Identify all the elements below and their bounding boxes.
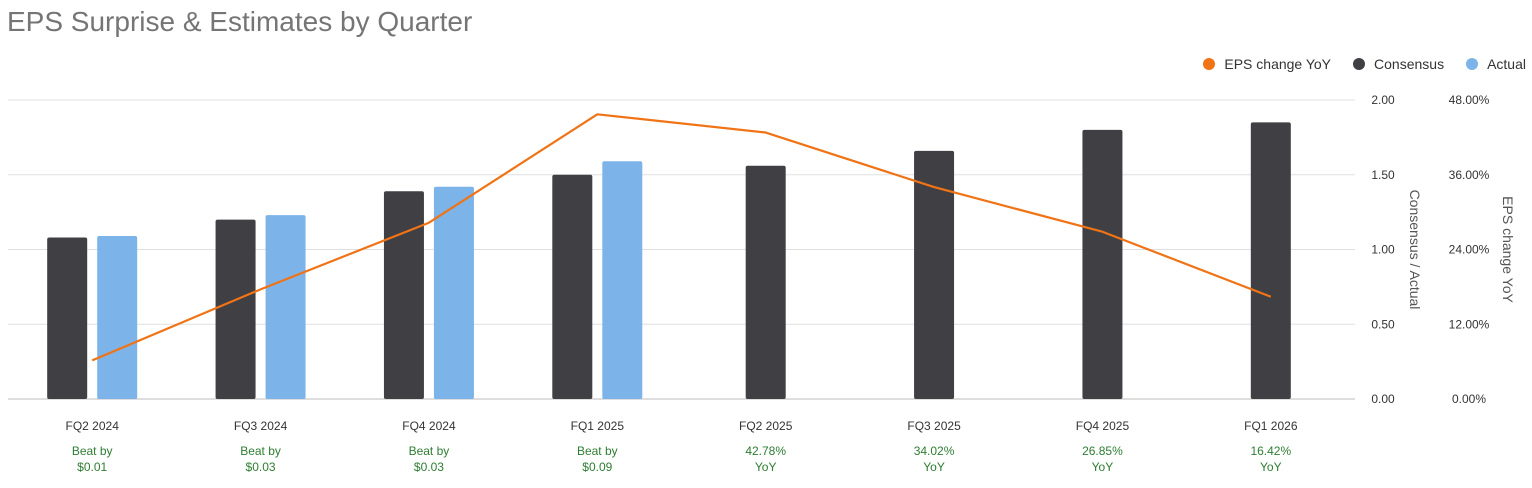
y-left-axis-title: Consensus / Actual xyxy=(1407,190,1423,310)
quarter-annotation-line1: 26.85% xyxy=(1082,444,1123,458)
y-left-tick-label: 1.50 xyxy=(1371,168,1395,182)
quarter-annotation-line2: $0.03 xyxy=(246,460,276,474)
y-left-tick-label: 0.50 xyxy=(1371,317,1395,331)
quarter-annotation-line2: YoY xyxy=(1260,460,1282,474)
actual-bar xyxy=(265,215,306,399)
legend-label-consensus: Consensus xyxy=(1374,56,1445,72)
quarter-annotation-line1: 34.02% xyxy=(914,444,955,458)
y-right-tick-label: 12.00% xyxy=(1449,317,1490,331)
quarter-annotation-line1: Beat by xyxy=(577,444,618,458)
x-tick-label: FQ2 2025 xyxy=(739,419,793,433)
consensus-bar xyxy=(745,165,786,399)
legend-item-eps-change[interactable]: EPS change YoY xyxy=(1203,56,1331,72)
quarter-annotation-line2: $0.01 xyxy=(77,460,107,474)
x-tick-label: FQ3 2025 xyxy=(907,419,961,433)
x-tick-label: FQ1 2025 xyxy=(571,419,625,433)
actual-bar xyxy=(433,186,474,399)
y-left-tick-label: 2.00 xyxy=(1371,93,1395,107)
legend-label-eps-change: EPS change YoY xyxy=(1224,56,1332,72)
quarter-annotation-line1: 16.42% xyxy=(1250,444,1291,458)
y-right-tick-label: 24.00% xyxy=(1449,243,1490,257)
chart-legend: EPS change YoY Consensus Actual xyxy=(1203,56,1526,72)
y-right-tick-label: 36.00% xyxy=(1449,168,1490,182)
quarter-annotation-line2: $0.09 xyxy=(582,460,612,474)
quarter-annotation-line1: Beat by xyxy=(240,444,281,458)
eps-change-line xyxy=(91,113,1272,362)
x-tick-label: FQ4 2024 xyxy=(402,419,456,433)
consensus-bar xyxy=(1082,129,1123,399)
consensus-bar xyxy=(914,150,955,399)
quarter-annotation-line2: $0.03 xyxy=(414,460,444,474)
legend-swatch-actual xyxy=(1466,58,1479,70)
legend-item-actual[interactable]: Actual xyxy=(1466,56,1526,72)
legend-label-actual: Actual xyxy=(1487,56,1526,72)
consensus-bar xyxy=(383,191,424,399)
y-right-axis-title: EPS change YoY xyxy=(1500,196,1516,303)
quarter-annotation-line2: YoY xyxy=(1092,460,1114,474)
quarter-annotation-line1: Beat by xyxy=(72,444,113,458)
quarter-annotation-line2: YoY xyxy=(755,460,777,474)
y-right-tick-label: 48.00% xyxy=(1449,93,1490,107)
y-left-tick-label: 1.00 xyxy=(1371,243,1395,257)
quarter-annotation-line2: YoY xyxy=(923,460,945,474)
legend-swatch-consensus xyxy=(1353,58,1366,70)
quarter-annotation-line1: 42.78% xyxy=(745,444,786,458)
x-tick-label: FQ2 2024 xyxy=(66,419,120,433)
consensus-bar xyxy=(1250,122,1291,400)
actual-bar xyxy=(97,236,138,399)
consensus-bar xyxy=(215,219,256,399)
x-tick-label: FQ1 2026 xyxy=(1244,419,1298,433)
quarter-annotation-line1: Beat by xyxy=(409,444,450,458)
actual-bar xyxy=(602,161,643,399)
y-left-tick-label: 0.00 xyxy=(1371,392,1395,406)
x-tick-label: FQ3 2024 xyxy=(234,419,288,433)
legend-swatch-eps-change xyxy=(1203,58,1216,70)
y-right-tick-label: 0.00% xyxy=(1452,392,1486,406)
x-tick-label: FQ4 2025 xyxy=(1076,419,1130,433)
legend-item-consensus[interactable]: Consensus xyxy=(1353,56,1444,72)
consensus-bar xyxy=(552,174,593,399)
chart-title: EPS Surprise & Estimates by Quarter xyxy=(7,6,473,37)
consensus-bar xyxy=(47,237,88,399)
